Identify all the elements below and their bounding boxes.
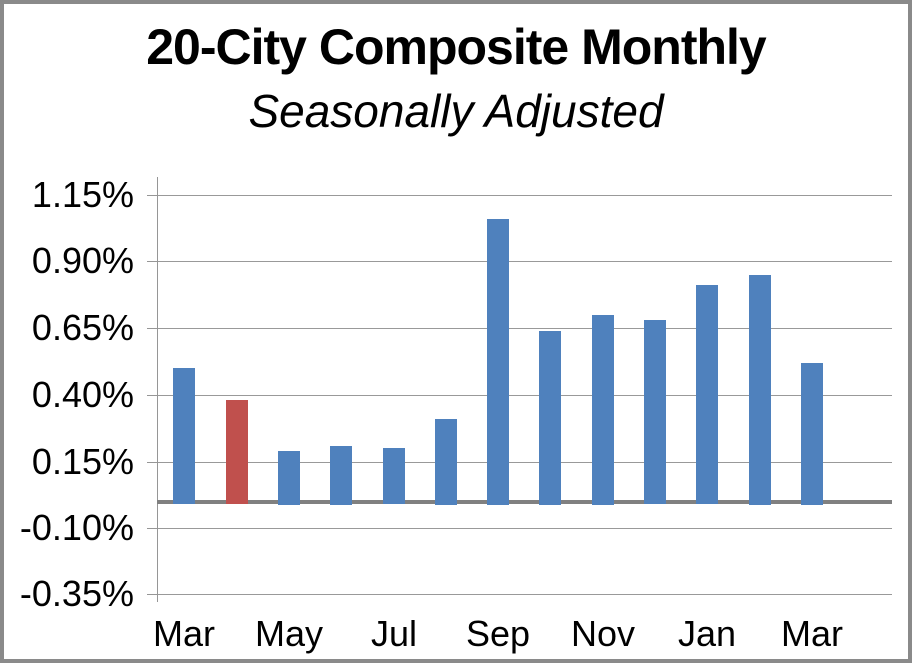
bar-aug	[435, 419, 457, 505]
x-axis-tick-label: Jul	[370, 613, 418, 654]
bar-jun	[330, 446, 352, 505]
chart-title: 20-City Composite Monthly	[146, 19, 766, 75]
y-axis-tick	[147, 195, 158, 196]
y-axis-tick-label: 0.15%	[31, 441, 134, 482]
gridline	[157, 395, 892, 396]
y-axis-tick	[147, 462, 158, 463]
y-axis-tick-label: -0.35%	[19, 573, 134, 614]
x-axis-tick-label: Nov	[570, 613, 636, 654]
gridline	[157, 594, 892, 595]
y-axis-tick-label: 0.40%	[31, 374, 134, 415]
y-axis-tick-label: 0.90%	[31, 240, 134, 281]
bar-mar	[173, 368, 195, 504]
gridline	[157, 328, 892, 329]
plot-area	[157, 177, 892, 595]
x-axis-tick-label: May	[254, 613, 324, 654]
y-axis-tick	[147, 528, 158, 529]
bar-dec	[644, 320, 666, 504]
y-axis-tick-label: 1.15%	[31, 174, 134, 215]
gridline	[157, 462, 892, 463]
y-axis-tick-label: 0.65%	[31, 307, 134, 348]
x-axis-tick-label: Mar	[781, 613, 843, 654]
y-axis-tick-label: -0.10%	[19, 507, 134, 548]
gridline	[157, 261, 892, 262]
bar-apr	[226, 400, 248, 504]
bar-sep	[487, 219, 509, 505]
bar-jul	[383, 448, 405, 504]
gridline	[157, 195, 892, 196]
y-axis-tick	[147, 594, 158, 595]
bar-feb	[749, 275, 771, 505]
bar-jan	[696, 285, 718, 504]
x-axis-tick-label: Mar	[153, 613, 215, 654]
y-axis-tick	[147, 261, 158, 262]
bar-may	[278, 451, 300, 505]
zero-baseline	[157, 500, 892, 504]
y-axis-line	[157, 177, 158, 602]
x-axis-tick-label: Jan	[677, 613, 737, 654]
bar-oct	[539, 331, 561, 505]
chart-subtitle: Seasonally Adjusted	[248, 85, 664, 137]
x-axis-tick-label: Sep	[465, 613, 531, 654]
bar-nov	[592, 315, 614, 505]
bar-mar	[801, 363, 823, 505]
y-axis-tick	[147, 395, 158, 396]
gridline	[157, 528, 892, 529]
y-axis-tick	[147, 328, 158, 329]
